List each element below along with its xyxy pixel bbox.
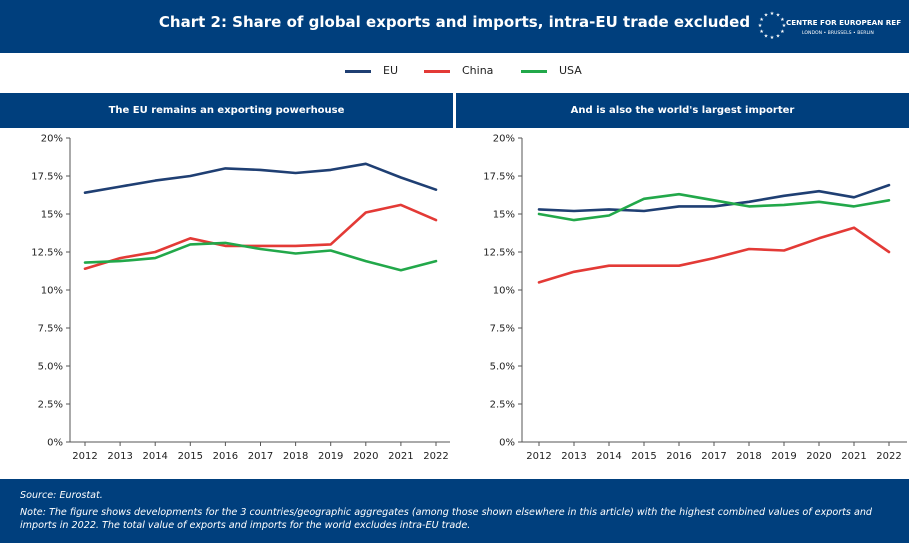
y-tick-label: 7.5% bbox=[38, 324, 63, 335]
charts-area: 0% 2.5% 5.0% 7.5% 10% 12.5% 15% 17.5% 20% 2012 201… bbox=[31, 134, 907, 462]
x-tick-label: 2017 bbox=[248, 451, 273, 462]
x-tick-label: 2014 bbox=[142, 451, 167, 462]
y-tick-label: 10% bbox=[41, 286, 63, 297]
source-text: Source: Eurostat. bbox=[20, 490, 103, 501]
x-tick-label: 2016 bbox=[213, 451, 238, 462]
eu-star: ★ bbox=[759, 29, 764, 35]
x-tick-label: 2017 bbox=[701, 451, 726, 462]
legend-swatch-usa bbox=[521, 70, 547, 73]
x-tick-label: 2021 bbox=[388, 451, 413, 462]
y-tick-label: 15% bbox=[41, 210, 63, 221]
right-panel-title: And is also the world's largest importer bbox=[456, 93, 909, 128]
series-line-usa bbox=[537, 192, 891, 222]
series-line-eu bbox=[537, 183, 891, 213]
x-tick-label: 2013 bbox=[107, 451, 132, 462]
y-tick-label: 7.5% bbox=[490, 324, 515, 335]
y-tick-label: 0% bbox=[499, 438, 515, 449]
right-chart: 0% 2.5% 5.0% 7.5% 10% 12.5% 15% 17.5% 20% 2012 201… bbox=[483, 134, 907, 462]
left-panel-title: The EU remains an exporting powerhouse bbox=[0, 93, 453, 128]
x-tick-label: 2020 bbox=[353, 451, 378, 462]
eu-stars-icon: ★★★★★★★★★★★★ CENTRE FOR EUROPEAN REFORM … bbox=[758, 11, 909, 41]
x-tick-label: 2018 bbox=[736, 451, 761, 462]
eu-star: ★ bbox=[770, 35, 775, 41]
legend-label-china: China bbox=[462, 64, 494, 77]
series-line-usa bbox=[83, 241, 438, 272]
y-tick-label: 5.0% bbox=[490, 362, 515, 373]
eu-star: ★ bbox=[758, 23, 763, 29]
eu-star: ★ bbox=[780, 17, 785, 23]
y-tick-label: 20% bbox=[493, 134, 515, 145]
x-tick-label: 2012 bbox=[72, 451, 97, 462]
y-tick-label: 15% bbox=[493, 210, 515, 221]
y-tick-label: 17.5% bbox=[483, 172, 515, 183]
y-tick-label: 20% bbox=[41, 134, 63, 145]
y-tick-label: 0% bbox=[47, 438, 63, 449]
y-tick-label: 5.0% bbox=[38, 362, 63, 373]
x-tick-label: 2020 bbox=[806, 451, 831, 462]
series-line-china bbox=[83, 203, 438, 270]
x-tick-label: 2015 bbox=[178, 451, 203, 462]
x-tick-label: 2012 bbox=[526, 451, 551, 462]
left-chart: 0% 2.5% 5.0% 7.5% 10% 12.5% 15% 17.5% 20% 2012 201… bbox=[31, 134, 450, 462]
eu-star: ★ bbox=[776, 13, 781, 19]
chart-header: Chart 2: Share of global exports and imp… bbox=[0, 0, 909, 53]
eu-star: ★ bbox=[780, 29, 785, 35]
legend-label-eu: EU bbox=[383, 64, 399, 77]
x-tick-label: 2021 bbox=[841, 451, 866, 462]
legend-swatch-china bbox=[424, 70, 450, 73]
x-tick-label: 2014 bbox=[596, 451, 621, 462]
series-line-china bbox=[537, 226, 891, 284]
eu-star: ★ bbox=[764, 13, 769, 19]
x-tick-label: 2015 bbox=[631, 451, 656, 462]
eu-star: ★ bbox=[770, 11, 775, 17]
x-tick-label: 2022 bbox=[876, 451, 901, 462]
cer-logo: ★★★★★★★★★★★★ CENTRE FOR EUROPEAN REFORM … bbox=[756, 6, 909, 46]
x-tick-label: 2019 bbox=[318, 451, 343, 462]
x-tick-label: 2019 bbox=[771, 451, 796, 462]
footer: Source: Eurostat. Note: The figure shows… bbox=[0, 479, 909, 543]
y-tick-label: 10% bbox=[493, 286, 515, 297]
y-tick-label: 2.5% bbox=[38, 400, 63, 411]
chart-title: Chart 2: Share of global exports and imp… bbox=[158, 13, 751, 31]
y-tick-label: 12.5% bbox=[31, 248, 63, 259]
eu-star: ★ bbox=[776, 33, 781, 39]
legend: EU China USA bbox=[0, 53, 909, 91]
logo-cities: LONDON • BRUSSELS • BERLIN bbox=[802, 30, 874, 36]
logo-name: CENTRE FOR EUROPEAN REFORM bbox=[786, 18, 901, 27]
x-tick-label: 2022 bbox=[423, 451, 448, 462]
eu-star: ★ bbox=[764, 33, 769, 39]
y-tick-label: 2.5% bbox=[490, 400, 515, 411]
y-tick-label: 12.5% bbox=[483, 248, 515, 259]
x-tick-label: 2018 bbox=[283, 451, 308, 462]
legend-swatch-eu bbox=[345, 70, 371, 73]
eu-star: ★ bbox=[759, 17, 764, 23]
series-line-eu bbox=[83, 162, 438, 194]
note-text: Note: The figure shows developments for … bbox=[20, 507, 873, 531]
x-tick-label: 2013 bbox=[561, 451, 586, 462]
legend-label-usa: USA bbox=[559, 64, 582, 77]
y-tick-label: 17.5% bbox=[31, 172, 63, 183]
eu-star: ★ bbox=[782, 23, 787, 29]
x-tick-label: 2016 bbox=[666, 451, 691, 462]
